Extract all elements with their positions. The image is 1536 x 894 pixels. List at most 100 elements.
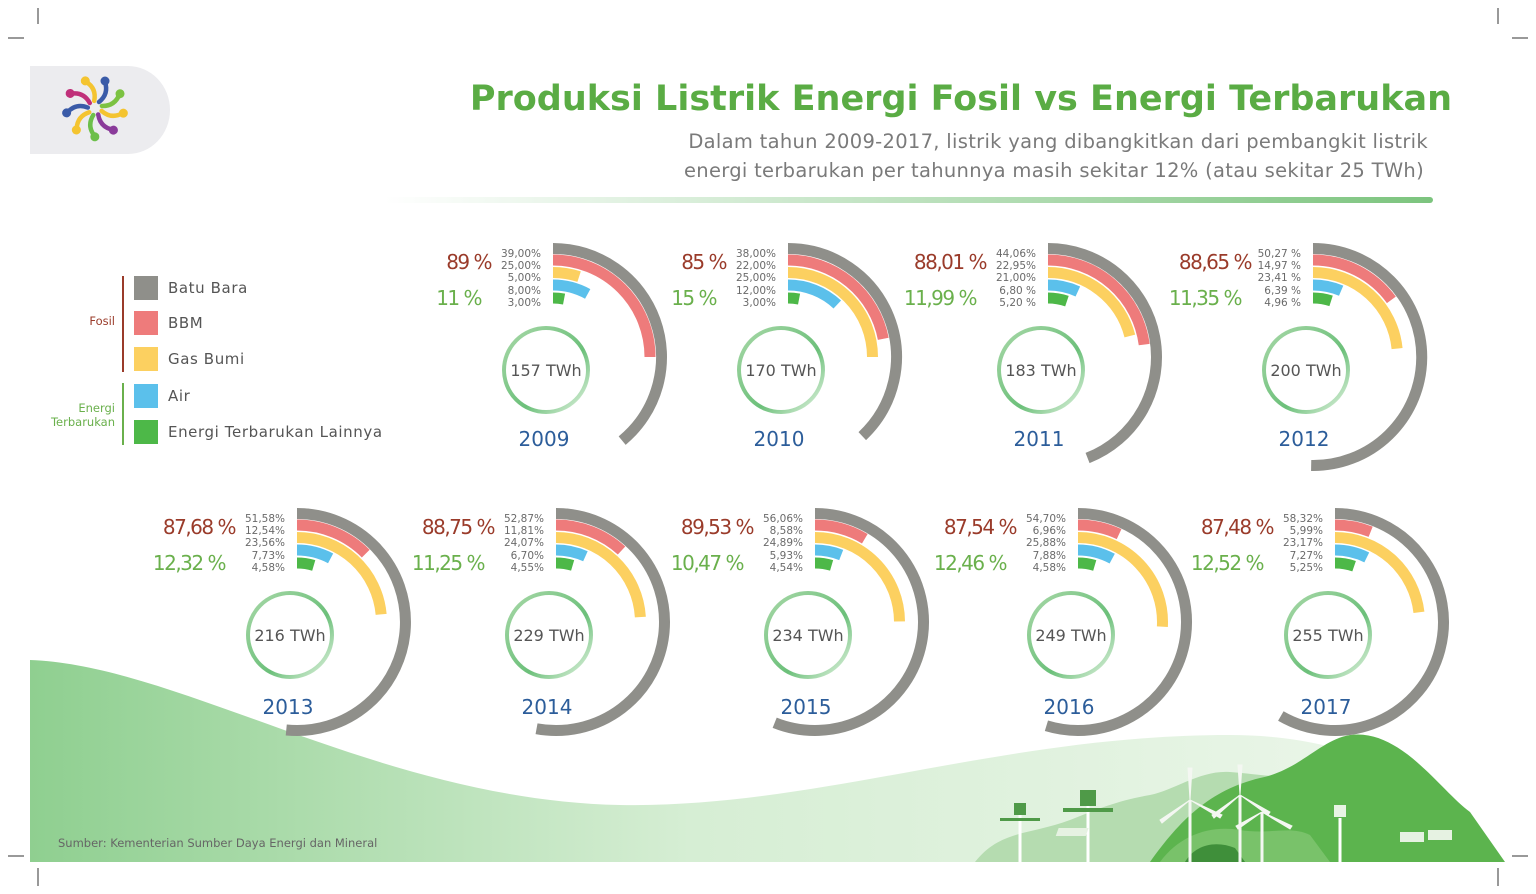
value-label: 56,06% (763, 513, 803, 525)
legend-swatch (134, 311, 158, 335)
renewable-share-label: 11 % (436, 286, 481, 310)
value-label: 24,89% (763, 537, 803, 549)
legend-label: Batu Bara (168, 279, 248, 297)
legend-item: Air (134, 384, 190, 408)
value-label: 23,17% (1283, 537, 1323, 549)
arc-batu-bara (285, 508, 411, 736)
arc-energi-terbarukan-lainnya (1334, 557, 1356, 572)
page-title: Produksi Listrik Energi Fosil vs Energi … (470, 79, 1452, 119)
fossil-share-label: 87,48 % (1201, 515, 1274, 539)
logo-petal (96, 76, 110, 105)
total-label: 216 TWh (254, 626, 325, 645)
year-chart-2009: 39,00%25,00%5,00%8,00%3,00% 89 % 11 % 157 T… (436, 243, 667, 451)
arc-energi-terbarukan-lainnya (1047, 292, 1069, 307)
year-label: 2014 (522, 695, 573, 719)
total-ring (1284, 591, 1372, 679)
arc-batu-bara (535, 508, 670, 736)
value-label: 5,93% (770, 550, 803, 562)
arc-bbm (1334, 519, 1373, 537)
value-label: 8,00% (508, 285, 541, 297)
legend-label: Energi Terbarukan Lainnya (168, 423, 383, 441)
value-label: 4,54% (770, 562, 803, 574)
legend-swatch (134, 420, 158, 444)
value-label: 4,55% (511, 562, 544, 574)
value-label: 58,32% (1283, 513, 1323, 525)
value-label: 5,00% (508, 272, 541, 284)
year-label: 2012 (1279, 427, 1330, 451)
subtitle-line-1: Dalam tahun 2009-2017, listrik yang diba… (688, 130, 1428, 153)
value-label: 6,96% (1033, 525, 1066, 537)
arc-gas-bumi (552, 267, 581, 282)
value-label: 51,58% (245, 513, 285, 525)
total-ring (737, 326, 825, 414)
renewable-share-label: 15 % (671, 286, 716, 310)
value-label: 25,00% (501, 260, 541, 272)
year-chart-2013: 51,58%12,54%23,56%7,73%4,58% 87,68 % 12,32… (153, 508, 411, 736)
arc-air (814, 544, 844, 561)
legend-swatch (134, 384, 158, 408)
renewable-share-label: 12,52 % (1191, 551, 1264, 575)
value-label: 52,87% (504, 513, 544, 525)
total-ring (764, 591, 852, 679)
year-label: 2011 (1014, 427, 1065, 451)
value-label: 39,00% (501, 248, 541, 260)
arc-gas-bumi (1047, 267, 1136, 338)
arc-energi-terbarukan-lainnya (552, 292, 566, 305)
logo-petal (65, 88, 93, 106)
year-label: 2009 (519, 427, 570, 451)
legend-item: Energi Terbarukan Lainnya (134, 420, 383, 444)
year-label: 2016 (1044, 695, 1095, 719)
year-chart-2010: 38,00%22,00%25,00%12,00%3,00% 85 % 15 % 170… (671, 243, 902, 451)
value-label: 3,00% (743, 297, 776, 309)
value-label: 3,00% (508, 297, 541, 309)
value-label: 12,54% (245, 525, 285, 537)
value-label: 8,58% (770, 525, 803, 537)
total-ring (1027, 591, 1115, 679)
arc-bbm (787, 254, 889, 340)
arc-bbm (555, 519, 626, 555)
total-label: 200 TWh (1270, 361, 1341, 380)
arc-gas-bumi (814, 532, 905, 622)
value-label: 38,00% (736, 248, 776, 260)
total-label: 229 TWh (513, 626, 584, 645)
arc-gas-bumi (555, 532, 646, 618)
value-label: 22,00% (736, 260, 776, 272)
logo-petal (71, 110, 92, 135)
total-label: 157 TWh (510, 361, 581, 380)
logo-petal (88, 112, 100, 142)
arc-gas-bumi (1334, 532, 1425, 614)
logo-swirl-icon (62, 76, 128, 142)
logo-petal (62, 103, 91, 118)
renewable-share-label: 10,47 % (671, 551, 744, 575)
arc-air (296, 544, 334, 564)
arc-bbm (814, 519, 868, 544)
arc-energi-terbarukan-lainnya (1312, 292, 1333, 307)
arc-energi-terbarukan-lainnya (814, 557, 834, 571)
total-ring (502, 326, 590, 414)
arc-air (1334, 544, 1370, 563)
legend: Fosil Energi Terbarukan Batu Bara BBM Gas … (50, 276, 383, 445)
legend-item: BBM (134, 311, 203, 335)
value-label: 24,07% (504, 537, 544, 549)
total-label: 183 TWh (1005, 361, 1076, 380)
value-label: 4,58% (1033, 562, 1066, 574)
renewable-share-label: 11,35 % (1169, 286, 1242, 310)
title-divider (385, 197, 1433, 203)
arc-energi-terbarukan-lainnya (1077, 557, 1097, 571)
arc-bbm (1047, 254, 1150, 346)
arc-gas-bumi (787, 267, 878, 358)
fossil-share-label: 88,65 % (1179, 250, 1252, 274)
value-label: 6,39 % (1264, 285, 1301, 297)
year-chart-2014: 52,87%11,81%24,07%6,70%4,55% 88,75 % 11,25… (412, 508, 670, 736)
value-label: 50,27 % (1258, 248, 1301, 260)
arc-energi-terbarukan-lainnya (787, 292, 801, 305)
total-ring (997, 326, 1085, 414)
legend-item: Gas Bumi (134, 347, 244, 371)
year-chart-2011: 44,06%22,95%21,00%6,80 %5,20 % 88,01 % 11,… (904, 243, 1162, 464)
fossil-share-label: 87,54 % (944, 515, 1017, 539)
arc-batu-bara (772, 508, 929, 736)
value-label: 23,56% (245, 537, 285, 549)
value-label: 4,58% (252, 562, 285, 574)
value-label: 7,73% (252, 550, 285, 562)
arc-batu-bara (1278, 508, 1449, 736)
